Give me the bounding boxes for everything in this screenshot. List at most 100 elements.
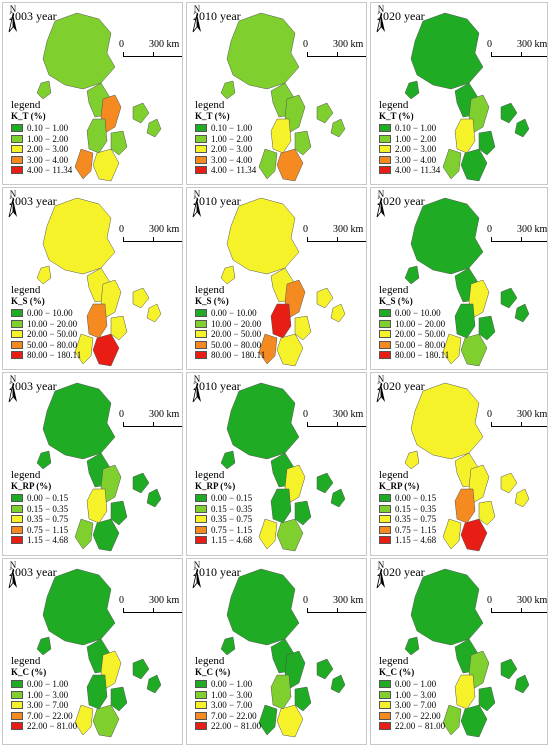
legend-item: 0.10 − 1.00 <box>11 123 121 133</box>
scale-start-label: 0 <box>303 409 308 420</box>
map-region <box>284 464 306 504</box>
scale-end-label: 300 km <box>333 409 364 420</box>
north-arrow-icon: N <box>376 189 385 218</box>
legend-swatch <box>11 701 23 709</box>
scale-end-label: 300 km <box>333 39 364 50</box>
map-region <box>220 636 236 656</box>
map-region <box>226 12 300 90</box>
legend-item: 7.00 − 22.00 <box>195 711 305 721</box>
legend-swatch <box>195 340 207 349</box>
legend-variable: K_RP (%) <box>195 481 236 491</box>
legend-item: 20.00 − 50.00 <box>195 329 305 339</box>
legend-swatch <box>195 124 207 132</box>
legend-label: 0.00 − 10.00 <box>27 308 73 318</box>
map-region <box>468 650 490 690</box>
legend-label: 0.00 − 0.15 <box>211 493 253 503</box>
legend-item: 22.00 − 81.00 <box>195 721 305 731</box>
legend-label: 1.15 − 4.68 <box>211 535 253 545</box>
map-region <box>316 658 334 680</box>
legend-label: 20.00 − 50.00 <box>395 329 446 339</box>
scale-bar: 0 300 km <box>119 224 182 244</box>
scale-end-label: 300 km <box>149 39 180 50</box>
legend-swatch <box>195 525 207 534</box>
legend-swatch <box>11 155 23 164</box>
map-region <box>100 279 122 319</box>
legend-item: 1.00 − 2.00 <box>195 134 305 144</box>
legend-item: 1.00 − 3.00 <box>11 690 121 700</box>
legend-item: 4.00 − 11.34 <box>195 165 305 175</box>
legend-label: 20.00 − 50.00 <box>27 329 78 339</box>
map-region <box>442 148 462 180</box>
legend-label: 4.00 − 11.34 <box>211 165 257 175</box>
map-legend: legend K_RP (%) 0.00 − 0.15 0.15 − 0.35 0.… <box>195 469 305 546</box>
legend-swatch <box>11 504 23 513</box>
legend-label: 2.00 − 3.00 <box>211 144 253 154</box>
scale-end-label: 300 km <box>333 224 364 235</box>
scale-start-label: 0 <box>487 409 492 420</box>
map-panel-row4-col2: 2010 year N 0 300 km legend K_C (%) 0.00… <box>186 558 367 745</box>
legend-item: 22.00 − 81.00 <box>379 721 489 731</box>
map-region <box>258 518 278 550</box>
legend-item: 3.00 − 4.00 <box>379 155 489 165</box>
map-region <box>442 333 462 365</box>
region-map <box>36 382 162 552</box>
north-arrow-icon: N <box>192 189 201 218</box>
north-arrow-icon: N <box>376 4 385 33</box>
legend-item: 0.35 − 0.75 <box>11 514 121 524</box>
legend-swatch <box>379 515 391 523</box>
map-region <box>220 80 236 100</box>
map-region <box>294 315 312 341</box>
scale-bar: 0 300 km <box>303 595 366 615</box>
region-map <box>220 568 346 738</box>
legend-swatch <box>379 525 391 534</box>
map-region <box>514 674 530 694</box>
map-region <box>316 472 334 494</box>
map-region <box>294 500 312 526</box>
legend-label: 10.00 − 20.00 <box>211 318 262 329</box>
map-region <box>468 279 490 319</box>
map-region <box>410 568 484 646</box>
legend-label: 0.00 − 10.00 <box>211 308 257 318</box>
legend-label: 0.15 − 0.35 <box>27 503 69 514</box>
legend-label: 0.15 − 0.35 <box>395 503 437 514</box>
legend-swatch <box>11 340 23 349</box>
map-region <box>258 148 278 180</box>
legend-swatch <box>195 351 207 359</box>
north-arrow-icon: N <box>8 189 17 218</box>
legend-item: 0.00 − 10.00 <box>195 308 305 318</box>
legend-item: 1.15 − 4.68 <box>379 535 489 545</box>
legend-swatch <box>11 145 23 153</box>
legend-swatch <box>11 330 23 338</box>
legend-swatch <box>379 134 391 143</box>
map-region <box>226 197 300 275</box>
panel-year-label: 2020 year <box>377 9 425 23</box>
map-region <box>42 568 116 646</box>
legend-label: 4.00 − 11.34 <box>395 165 441 175</box>
legend-swatch <box>195 494 207 502</box>
legend-label: 0.35 − 0.75 <box>211 514 253 524</box>
legend-label: 0.00 − 10.00 <box>395 308 441 318</box>
legend-swatch <box>379 690 391 699</box>
legend-swatch <box>195 155 207 164</box>
map-legend: legend K_T (%) 0.10 − 1.00 1.00 − 2.00 2.0… <box>379 99 489 176</box>
map-legend: legend K_C (%) 0.00 − 1.00 1.00 − 3.00 3.0… <box>11 655 121 732</box>
legend-swatch <box>379 701 391 709</box>
scale-bar: 0 300 km <box>303 224 366 244</box>
map-region <box>146 488 162 508</box>
legend-swatch <box>379 319 391 328</box>
legend-variable: K_S (%) <box>11 296 45 306</box>
map-region <box>74 333 94 365</box>
legend-label: 0.75 − 1.15 <box>395 524 437 535</box>
scale-start-label: 0 <box>487 224 492 235</box>
legend-swatch <box>379 722 391 730</box>
map-region <box>500 102 518 124</box>
legend-variable: K_RP (%) <box>379 481 420 491</box>
scale-bar: 0 300 km <box>119 595 182 615</box>
region-map <box>404 12 530 182</box>
legend-swatch <box>195 166 207 174</box>
legend-label: 0.15 − 0.35 <box>211 503 253 514</box>
legend-swatch <box>379 680 391 688</box>
map-region <box>330 488 346 508</box>
north-letter: N <box>10 189 17 199</box>
legend-label: 7.00 − 22.00 <box>395 710 441 721</box>
